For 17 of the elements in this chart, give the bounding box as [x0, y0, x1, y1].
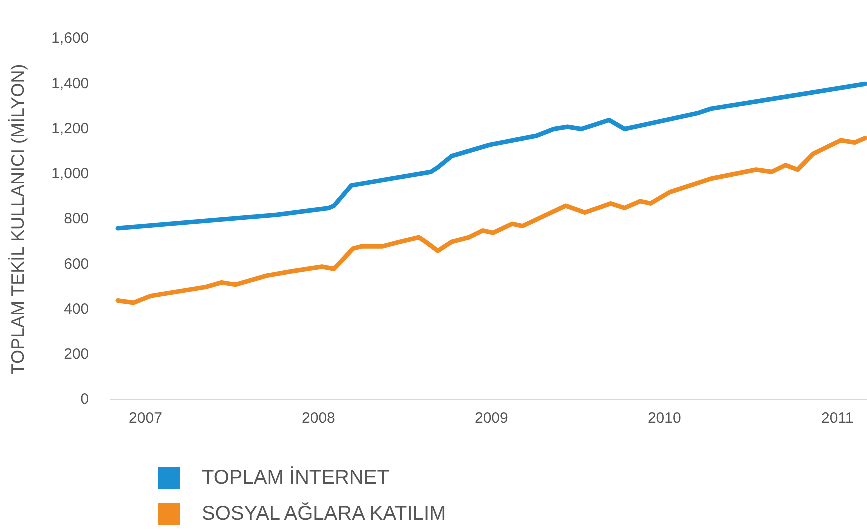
y-tick-label: 400: [64, 300, 90, 318]
y-axis-title: TOPLAM TEKİL KULLANICI (MİLYON): [8, 64, 28, 375]
y-tick-label: 1,600: [52, 30, 90, 48]
y-tick-label: 1,000: [52, 166, 90, 183]
y-tick-label: 600: [64, 256, 90, 273]
y-tick-label: 800: [64, 210, 90, 228]
x-tick-label: 2011: [821, 410, 854, 428]
x-tick-label: 2008: [302, 410, 336, 428]
legend-label: SOSYAL AĞLARA KATILIM: [202, 502, 446, 526]
x-tick-label: 2010: [648, 410, 682, 428]
y-tick-label: 1,400: [52, 75, 90, 92]
x-tick-label: 2009: [474, 410, 508, 428]
y-tick-label: 1,200: [52, 120, 90, 138]
y-tick-label: 200: [64, 346, 90, 364]
y-tick-label: 0: [80, 391, 90, 408]
legend-label: TOPLAM İNTERNET: [202, 466, 390, 490]
x-tick-label: 2007: [129, 410, 162, 428]
